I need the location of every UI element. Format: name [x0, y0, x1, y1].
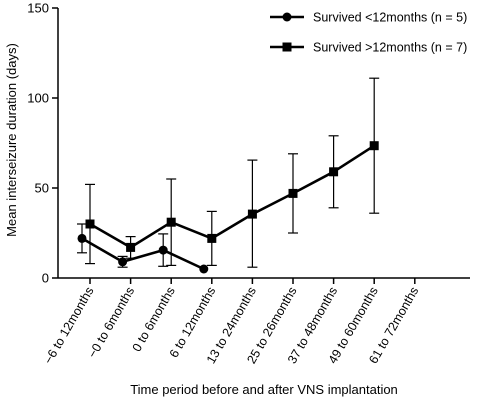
y-tick-label: 50: [35, 181, 49, 196]
data-point: [77, 233, 87, 243]
y-axis-label: Mean interseizure duration (days): [4, 43, 19, 237]
data-point: [158, 245, 168, 255]
y-tick-label: 0: [42, 271, 49, 286]
data-point: [247, 209, 257, 219]
y-tick-label: 100: [27, 91, 49, 106]
y-tick-label: 150: [27, 1, 49, 16]
legend-marker: [282, 12, 292, 22]
data-point: [369, 141, 379, 151]
data-point: [85, 219, 95, 229]
x-tick-label: 0 to 6months: [130, 285, 178, 355]
data-point: [166, 217, 176, 227]
legend-label: Survived <12months (n = 5): [313, 11, 467, 25]
data-point: [199, 264, 209, 274]
x-axis-label: Time period before and after VNS implant…: [130, 382, 398, 397]
axes: [57, 8, 470, 279]
series-2: [85, 77, 380, 268]
legend: Survived <12months (n = 5) Survived >12mo…: [270, 11, 467, 55]
legend-marker: [282, 42, 292, 52]
legend-label: Survived >12months (n = 7): [313, 41, 467, 55]
series-layer: [77, 77, 380, 274]
data-point: [288, 188, 298, 198]
data-point: [126, 242, 136, 252]
series-line: [81, 237, 205, 271]
series-1: [77, 223, 209, 274]
y-ticks: 0 50 100 150: [27, 1, 58, 286]
data-point: [118, 257, 128, 267]
series-line: [89, 144, 375, 249]
data-point: [329, 167, 339, 177]
data-point: [207, 233, 217, 243]
